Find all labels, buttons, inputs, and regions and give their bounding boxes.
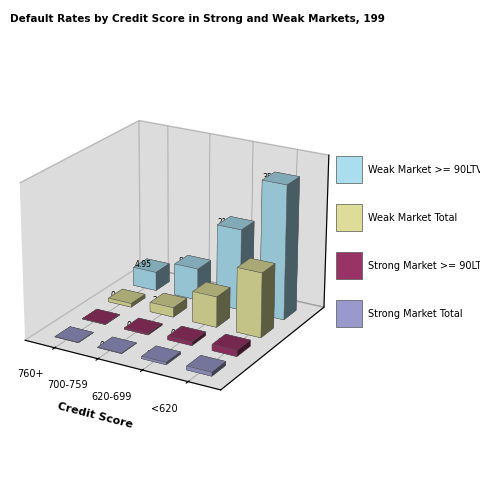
Text: Strong Market >= 90LTV: Strong Market >= 90LTV bbox=[368, 261, 480, 271]
Text: Weak Market >= 90LTV: Weak Market >= 90LTV bbox=[368, 165, 480, 175]
Bar bbox=[336, 252, 362, 279]
Bar bbox=[336, 204, 362, 231]
X-axis label: Credit Score: Credit Score bbox=[57, 401, 134, 430]
Bar bbox=[336, 300, 362, 327]
Bar bbox=[336, 156, 362, 183]
Text: Weak Market Total: Weak Market Total bbox=[368, 213, 457, 223]
Text: Default Rates by Credit Score in Strong and Weak Markets, 199: Default Rates by Credit Score in Strong … bbox=[10, 14, 384, 24]
Text: Strong Market Total: Strong Market Total bbox=[368, 309, 462, 319]
